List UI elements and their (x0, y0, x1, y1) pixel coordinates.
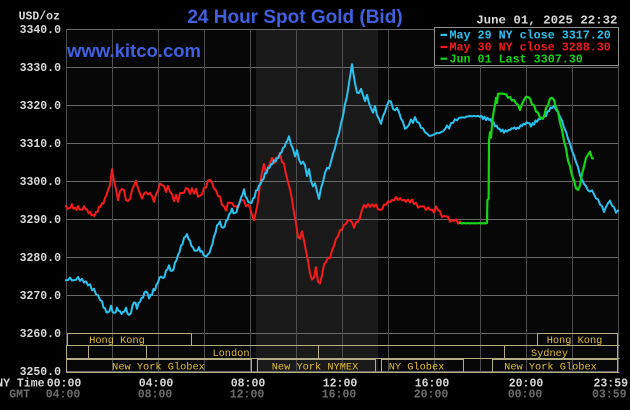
svg-text:20:00: 20:00 (509, 378, 544, 391)
svg-text:23:59: 23:59 (593, 378, 628, 391)
svg-text:00:00: 00:00 (47, 378, 82, 391)
svg-text:www.kitco.com: www.kitco.com (66, 40, 201, 61)
svg-text:3250.0: 3250.0 (20, 366, 62, 379)
svg-text:GMT: GMT (9, 389, 30, 402)
svg-text:June 01, 2025 22:32: June 01, 2025 22:32 (476, 14, 617, 28)
svg-text:May 29 NY close 3317.20: May 29 NY close 3317.20 (450, 29, 611, 43)
svg-text:3330.0: 3330.0 (20, 62, 62, 75)
svg-text:3260.0: 3260.0 (20, 328, 62, 341)
svg-text:04:00: 04:00 (46, 389, 81, 402)
svg-text:New York Globex: New York Globex (112, 362, 205, 374)
svg-text:NY Globex: NY Globex (389, 362, 445, 374)
svg-text:3340.0: 3340.0 (20, 24, 62, 37)
svg-text:3300.0: 3300.0 (20, 176, 62, 189)
svg-text:00:00: 00:00 (508, 389, 543, 402)
svg-text:New York NYMEX: New York NYMEX (272, 362, 359, 374)
svg-text:03:59: 03:59 (592, 389, 627, 402)
svg-text:08:00: 08:00 (138, 389, 173, 402)
svg-text:USD/oz: USD/oz (19, 11, 61, 24)
svg-text:May 30 NY close 3288.30: May 30 NY close 3288.30 (450, 41, 611, 55)
svg-text:Hong Kong: Hong Kong (547, 335, 603, 347)
svg-text:24 Hour Spot Gold (Bid): 24 Hour Spot Gold (Bid) (187, 7, 402, 28)
svg-text:16:00: 16:00 (415, 378, 450, 391)
svg-text:3270.0: 3270.0 (20, 290, 62, 303)
svg-text:Sydney: Sydney (531, 348, 568, 360)
svg-text:3310.0: 3310.0 (20, 138, 62, 151)
svg-text:16:00: 16:00 (322, 389, 357, 402)
svg-text:3280.0: 3280.0 (20, 252, 62, 265)
svg-text:New York Globex: New York Globex (504, 362, 597, 374)
svg-text:NY Time: NY Time (0, 378, 45, 391)
svg-text:08:00: 08:00 (231, 378, 266, 391)
svg-text:20:00: 20:00 (414, 389, 449, 402)
svg-text:3320.0: 3320.0 (20, 100, 62, 113)
svg-text:3290.0: 3290.0 (20, 214, 62, 227)
svg-text:12:00: 12:00 (230, 389, 265, 402)
svg-text:12:00: 12:00 (323, 378, 358, 391)
svg-text:04:00: 04:00 (139, 378, 174, 391)
svg-text:London: London (212, 348, 249, 360)
svg-text:Jun 01 Last 3307.30: Jun 01 Last 3307.30 (450, 52, 583, 66)
svg-text:Hong Kong: Hong Kong (89, 335, 145, 347)
